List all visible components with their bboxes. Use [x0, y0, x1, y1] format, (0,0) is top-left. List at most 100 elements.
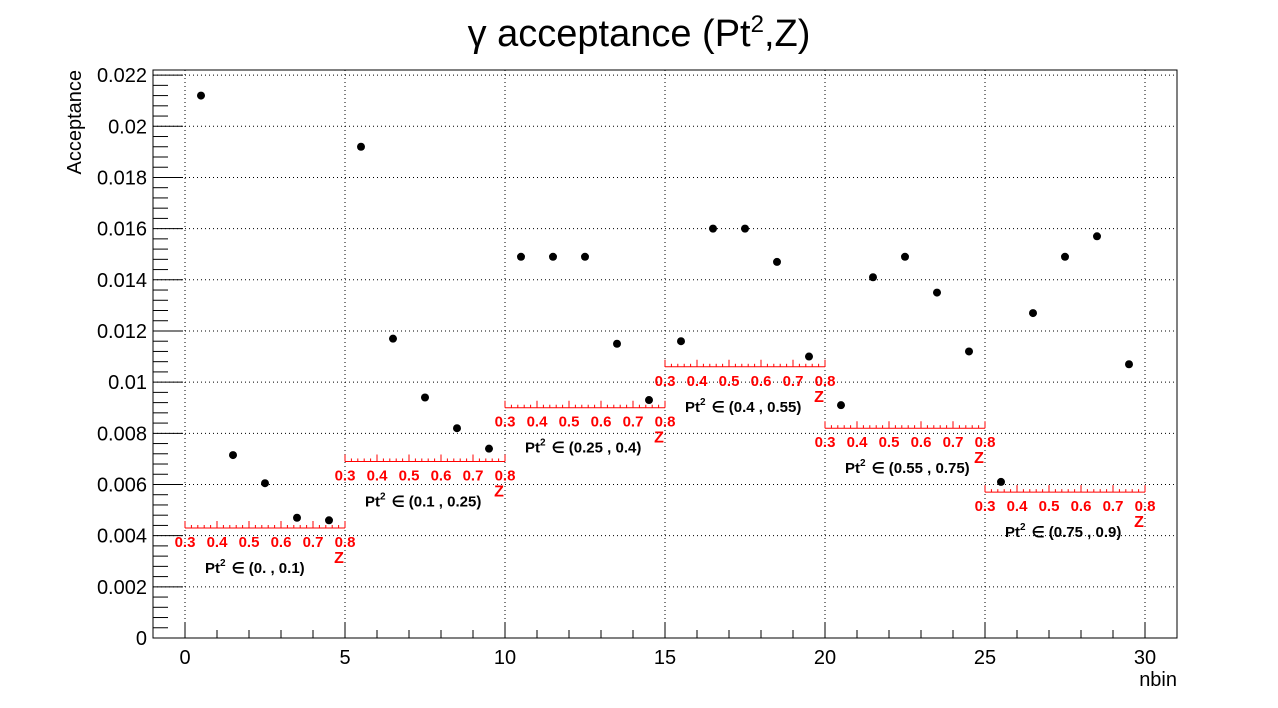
z-axis-title: Z	[974, 450, 984, 467]
y-tick-label: 0.01	[108, 372, 147, 394]
z-tick-label: 0.5	[1039, 498, 1060, 515]
z-tick-label: 0.5	[879, 434, 900, 451]
z-tick-label: 0.6	[911, 434, 932, 451]
data-point	[1061, 252, 1069, 261]
z-tick-label: 0.3	[655, 373, 676, 390]
y-tick-label: 0.008	[97, 423, 147, 445]
z-axis-title: Z	[654, 430, 664, 447]
y-tick-label: 0.02	[108, 116, 147, 138]
z-axis-title: Z	[1134, 514, 1144, 531]
y-tick-label: 0.002	[97, 577, 147, 599]
z-tick-label: 0.6	[271, 534, 292, 551]
y-tick-label: 0	[136, 628, 147, 650]
data-point	[517, 252, 525, 261]
z-tick-label: 0.3	[495, 414, 516, 431]
z-tick-label: 0.4	[527, 414, 549, 431]
pt2-label-prefix: Pt	[845, 460, 860, 477]
z-tick-label: 0.4	[367, 467, 389, 484]
grid	[153, 70, 1177, 639]
z-tick-label: 0.6	[1071, 498, 1092, 515]
data-point	[613, 339, 621, 348]
z-axis-title: Z	[334, 550, 344, 567]
x-tick-label: 5	[339, 647, 350, 669]
data-point	[1029, 309, 1037, 318]
y-tick-label: 0.018	[97, 167, 147, 189]
z-tick-label: 0.8	[1135, 498, 1156, 515]
pt2-label-sup: 2	[860, 458, 866, 469]
data-point	[453, 424, 461, 433]
z-tick-label: 0.7	[1103, 498, 1124, 515]
z-tick-label: 0.8	[975, 434, 996, 451]
y-tick-label: 0.014	[97, 270, 147, 292]
chart-title: γ acceptance (Pt2,Z)	[468, 11, 811, 55]
data-point	[837, 401, 845, 410]
y-axis-title: Acceptance	[64, 70, 86, 175]
z-tick-label: 0.6	[751, 373, 772, 390]
y-tick-label: 0.006	[97, 474, 147, 496]
data-point	[485, 444, 493, 453]
y-tick-label: 0.022	[97, 65, 147, 87]
x-tick-label: 25	[974, 647, 996, 669]
data-point	[581, 252, 589, 261]
data-point	[709, 224, 717, 233]
data-point	[869, 273, 877, 282]
data-point	[645, 396, 653, 405]
z-tick-label: 0.8	[815, 373, 836, 390]
pt2-label-prefix: Pt	[525, 440, 540, 457]
z-axis-title: Z	[814, 389, 824, 406]
z-tick-label: 0.3	[175, 534, 196, 551]
data-point	[549, 252, 557, 261]
pt2-label-prefix: Pt	[1005, 524, 1020, 541]
z-tick-label: 0.7	[303, 534, 324, 551]
data-point	[677, 337, 685, 346]
pt2-bin: 0.3 0.4 0.5 0.6 0.7 0.8Z Pt2 ∈ (0.1 , 0.25)	[335, 454, 516, 510]
pt2-label-range: ∈ (0.25 , 0.4)	[552, 440, 642, 457]
pt2-label-sup: 2	[220, 558, 226, 569]
z-tick-label: 0.8	[495, 467, 516, 484]
data-point	[773, 257, 781, 266]
data-point	[1093, 232, 1101, 241]
data-point	[805, 352, 813, 361]
data-point	[197, 91, 205, 100]
pt2-bin: 0.3 0.4 0.5 0.6 0.7 0.8Z Pt2 ∈ (0.75 , 0.9)	[975, 485, 1156, 541]
data-point	[293, 513, 301, 522]
z-tick-label: 0.7	[783, 373, 804, 390]
data-points	[197, 91, 1133, 525]
z-tick-label: 0.6	[431, 467, 452, 484]
data-point	[1125, 360, 1133, 369]
pt2-label-range: ∈ (0.4 , 0.55)	[712, 399, 802, 416]
z-tick-label: 0.4	[687, 373, 709, 390]
z-tick-label: 0.8	[335, 534, 356, 551]
pt2-label-prefix: Pt	[365, 493, 380, 510]
z-tick-label: 0.5	[559, 414, 580, 431]
z-tick-label: 0.4	[207, 534, 229, 551]
x-tick-label: 10	[494, 647, 516, 669]
data-point	[421, 393, 429, 402]
z-tick-label: 0.6	[591, 414, 612, 431]
x-axis-title: nbin	[1139, 669, 1177, 691]
z-tick-label: 0.5	[719, 373, 740, 390]
data-point	[389, 334, 397, 343]
x-tick-label: 30	[1134, 647, 1156, 669]
data-point	[229, 451, 237, 460]
y-tick-label: 0.016	[97, 219, 147, 241]
z-tick-label: 0.5	[399, 467, 420, 484]
pt2-label-prefix: Pt	[205, 560, 220, 577]
pt2-label-range: ∈ (0. , 0.1)	[232, 560, 305, 577]
data-point	[933, 288, 941, 297]
pt2-label-sup: 2	[1020, 522, 1026, 533]
x-tick-label: 0	[179, 647, 190, 669]
data-point	[965, 347, 973, 356]
pt2-label-sup: 2	[700, 397, 706, 408]
z-tick-label: 0.4	[1007, 498, 1029, 515]
z-tick-label: 0.7	[943, 434, 964, 451]
pt2-bin: 0.3 0.4 0.5 0.6 0.7 0.8Z Pt2 ∈ (0. , 0.1)	[175, 520, 356, 577]
pt2-label-sup: 2	[380, 491, 386, 502]
pt2-label-range: ∈ (0.55 , 0.75)	[872, 460, 970, 477]
x-tick-label: 20	[814, 647, 836, 669]
axes: 0 5 10 15 20 25 30 0 0.002 0.004 0.006 0.008 0.01 0.0…	[97, 65, 1178, 669]
x-tick-label: 15	[654, 647, 676, 669]
pt2-bin: 0.3 0.4 0.5 0.6 0.7 0.8Z Pt2 ∈ (0.4 , 0.55)	[655, 359, 836, 416]
